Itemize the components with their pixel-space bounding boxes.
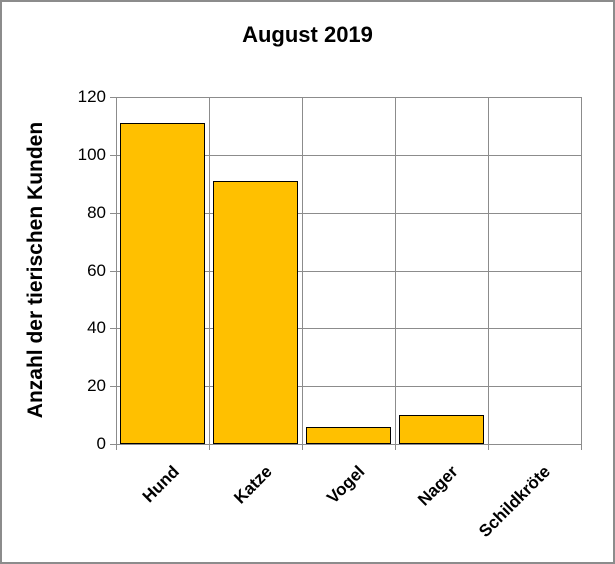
- gridline-horizontal: [110, 270, 581, 272]
- gridline-vertical: [581, 97, 582, 450]
- gridline-horizontal: [110, 212, 581, 214]
- bar-katze: [213, 180, 298, 444]
- gridline-horizontal: [110, 97, 581, 98]
- gridline-vertical: [395, 97, 396, 450]
- y-tick-label: 20: [87, 376, 106, 396]
- y-tick-label: 120: [77, 87, 106, 106]
- bar-hund: [120, 123, 205, 444]
- y-tick-label: 0: [96, 434, 106, 453]
- bar-vogel: [306, 426, 391, 444]
- gridline-horizontal: [110, 444, 581, 445]
- plot-area: 0 20 40 60 80 100 120: [78, 87, 582, 453]
- gridline-vertical: [488, 97, 489, 450]
- y-tick-label: 80: [87, 202, 106, 222]
- gridline-vertical: [302, 97, 303, 450]
- y-axis-label: Anzahl der tierischen Kunden: [24, 121, 47, 419]
- gridline-horizontal: [110, 154, 581, 156]
- gridline-vertical: [116, 97, 117, 450]
- gridline-vertical: [209, 97, 210, 450]
- gridline-horizontal: [110, 328, 581, 330]
- y-tick-label: 100: [77, 144, 106, 164]
- y-tick-label: 60: [87, 260, 106, 280]
- gridline-horizontal: [110, 386, 581, 388]
- bar-nager: [399, 415, 484, 444]
- chart-title: August 2019: [242, 22, 373, 47]
- y-tick-label: 40: [87, 318, 106, 338]
